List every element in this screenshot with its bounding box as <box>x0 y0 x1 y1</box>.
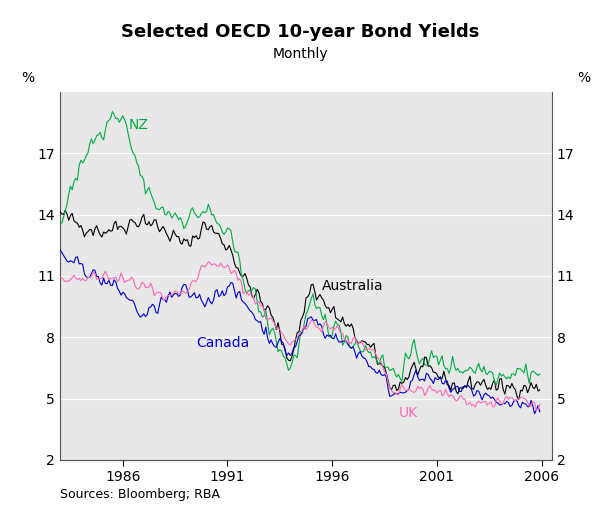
Text: UK: UK <box>399 406 418 420</box>
Text: Sources: Bloomberg; RBA: Sources: Bloomberg; RBA <box>60 488 220 501</box>
Text: Selected OECD 10-year Bond Yields: Selected OECD 10-year Bond Yields <box>121 23 479 41</box>
Text: Monthly: Monthly <box>272 47 328 61</box>
Text: %: % <box>577 71 590 85</box>
Text: Australia: Australia <box>322 279 383 293</box>
Text: Canada: Canada <box>196 336 250 351</box>
Text: %: % <box>22 71 35 85</box>
Text: NZ: NZ <box>129 118 149 132</box>
